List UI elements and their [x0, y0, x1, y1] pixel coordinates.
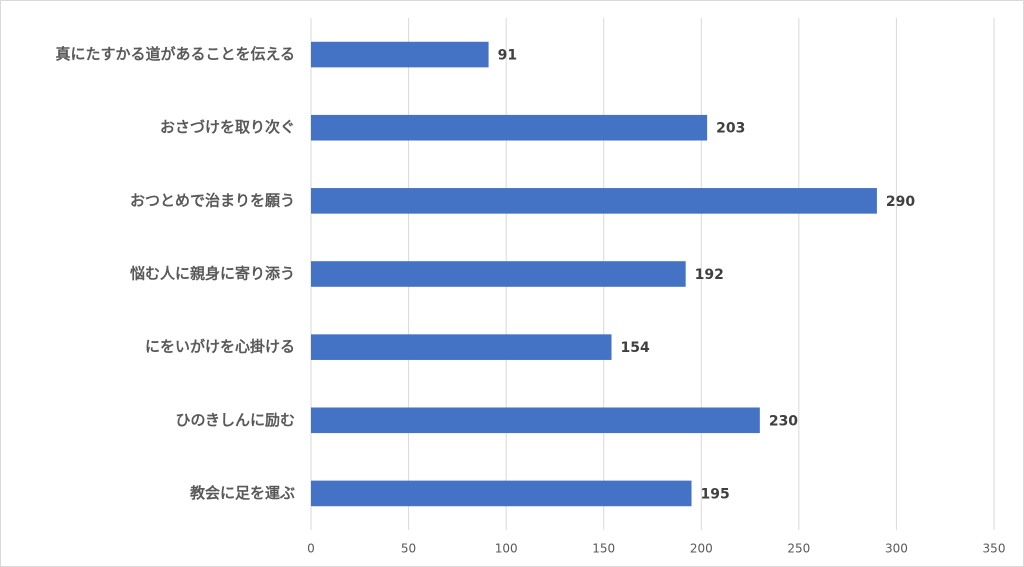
bar: [311, 334, 612, 360]
y-tick-label: 教会に足を運ぶ: [189, 484, 295, 502]
data-label: 192: [695, 267, 724, 283]
bar: [311, 480, 692, 507]
data-label: 154: [621, 340, 650, 356]
bar: [311, 188, 877, 214]
bar: [311, 114, 708, 141]
bar: [311, 261, 686, 287]
x-tick-label: 150: [592, 542, 615, 556]
data-label: 230: [769, 413, 798, 429]
x-tick-label: 350: [983, 542, 1006, 556]
bar: [311, 41, 489, 68]
data-label: 203: [716, 121, 745, 137]
y-tick-label: 悩む人に親身に寄り添う: [129, 265, 295, 283]
x-tick-label: 300: [885, 542, 908, 556]
x-tick-label: 200: [690, 542, 713, 556]
x-tick-label: 250: [787, 542, 810, 556]
data-label: 290: [886, 194, 915, 210]
x-tick-label: 50: [401, 542, 416, 556]
y-tick-label: おつとめで治まりを願う: [130, 191, 295, 209]
y-tick-label: おさづけを取り次ぐ: [160, 118, 295, 136]
y-tick-label: 真にたすかる道があることを伝える: [55, 45, 295, 63]
data-label: 195: [701, 486, 730, 502]
y-tick-label: にをいがけを心掛ける: [145, 338, 295, 356]
x-tick-label: 100: [495, 542, 518, 556]
bar: [311, 407, 760, 434]
data-label: 91: [498, 48, 517, 64]
y-tick-label: ひのきしんに励む: [175, 411, 295, 429]
x-tick-label: 0: [307, 542, 315, 556]
